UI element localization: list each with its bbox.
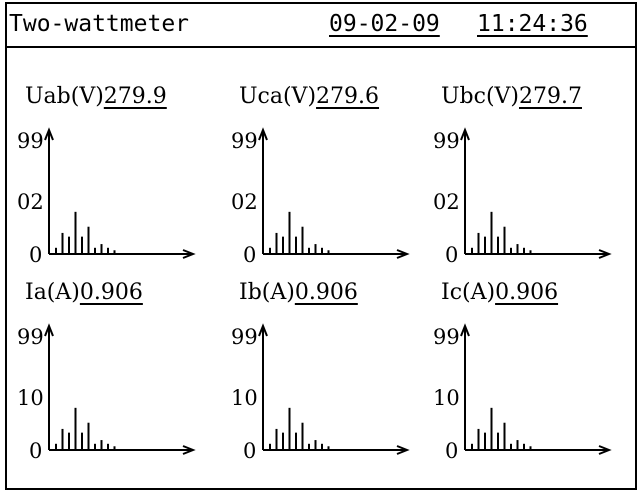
y-axis-arrow [460, 127, 470, 141]
panel-ib: Ib(A)0.906 99 10 0 [229, 278, 429, 463]
panel-label: Uab(V)279.9 [25, 82, 167, 112]
y-tick-top: 99 [433, 325, 460, 349]
x-axis-arrow [396, 445, 410, 455]
y-axis-arrow [44, 323, 54, 337]
y-tick-zero: 0 [29, 439, 43, 463]
panel-uab: Uab(V)279.9 99 02 0 [15, 82, 215, 267]
y-axis-arrow [44, 127, 54, 141]
header-divider [7, 46, 635, 48]
y-tick-top: 99 [17, 129, 44, 153]
panel-label: Ia(A)0.906 [25, 278, 143, 308]
x-axis-arrow [598, 249, 612, 259]
y-tick-top: 99 [17, 325, 44, 349]
y-axis-arrow [258, 323, 268, 337]
x-axis-arrow [396, 249, 410, 259]
channel-name: Ib(A) [239, 280, 295, 305]
harmonic-spectrum-chart [460, 323, 612, 455]
y-tick-mid: 10 [231, 386, 258, 410]
meter-display: Two-wattmeter 09-02-09 11:24:36 Uab(V)27… [5, 2, 637, 490]
channel-value: 0.906 [294, 280, 358, 305]
channel-value: 0.906 [79, 280, 143, 305]
x-axis-arrow [182, 445, 196, 455]
y-tick-zero: 0 [29, 243, 43, 267]
mode-title: Two-wattmeter [9, 11, 190, 37]
panel-ubc: Ubc(V)279.7 99 02 0 [431, 82, 631, 267]
harmonic-spectrum-chart [258, 323, 410, 455]
y-tick-top: 99 [231, 325, 258, 349]
panel-label: Ib(A)0.906 [239, 278, 358, 308]
channel-name: Uca(V) [239, 84, 317, 109]
y-tick-zero: 0 [445, 243, 459, 267]
channel-value: 279.9 [103, 84, 167, 109]
y-tick-mid: 02 [231, 190, 258, 214]
channel-value: 279.7 [519, 84, 582, 109]
y-tick-mid: 02 [17, 190, 44, 214]
harmonic-spectrum-chart [258, 127, 410, 259]
y-tick-zero: 0 [445, 439, 459, 463]
y-axis-arrow [258, 127, 268, 141]
x-axis-arrow [598, 445, 612, 455]
y-tick-mid: 02 [433, 190, 460, 214]
harmonic-spectrum-chart [44, 323, 196, 455]
panel-label: Ic(A)0.906 [441, 278, 558, 308]
date-readout: 09-02-09 [329, 11, 440, 37]
channel-value: 279.6 [316, 84, 380, 109]
y-tick-mid: 10 [433, 386, 460, 410]
y-tick-mid: 10 [17, 386, 44, 410]
time-readout: 11:24:36 [477, 11, 588, 37]
panel-label: Uca(V)279.6 [239, 82, 379, 112]
harmonic-spectrum-chart [44, 127, 196, 259]
panel-label: Ubc(V)279.7 [441, 82, 582, 112]
y-tick-top: 99 [433, 129, 460, 153]
y-tick-top: 99 [231, 129, 258, 153]
channel-value: 0.906 [495, 280, 559, 305]
y-tick-zero: 0 [243, 243, 257, 267]
channel-name: Uab(V) [25, 84, 104, 109]
x-axis-arrow [182, 249, 196, 259]
channel-name: Ubc(V) [441, 84, 519, 109]
panel-uca: Uca(V)279.6 99 02 0 [229, 82, 429, 267]
channel-name: Ia(A) [25, 280, 80, 305]
channel-name: Ic(A) [441, 280, 496, 305]
harmonic-spectrum-chart [460, 127, 612, 259]
y-tick-zero: 0 [243, 439, 257, 463]
panel-ic: Ic(A)0.906 99 10 0 [431, 278, 631, 463]
y-axis-arrow [460, 323, 470, 337]
panel-ia: Ia(A)0.906 99 10 0 [15, 278, 215, 463]
